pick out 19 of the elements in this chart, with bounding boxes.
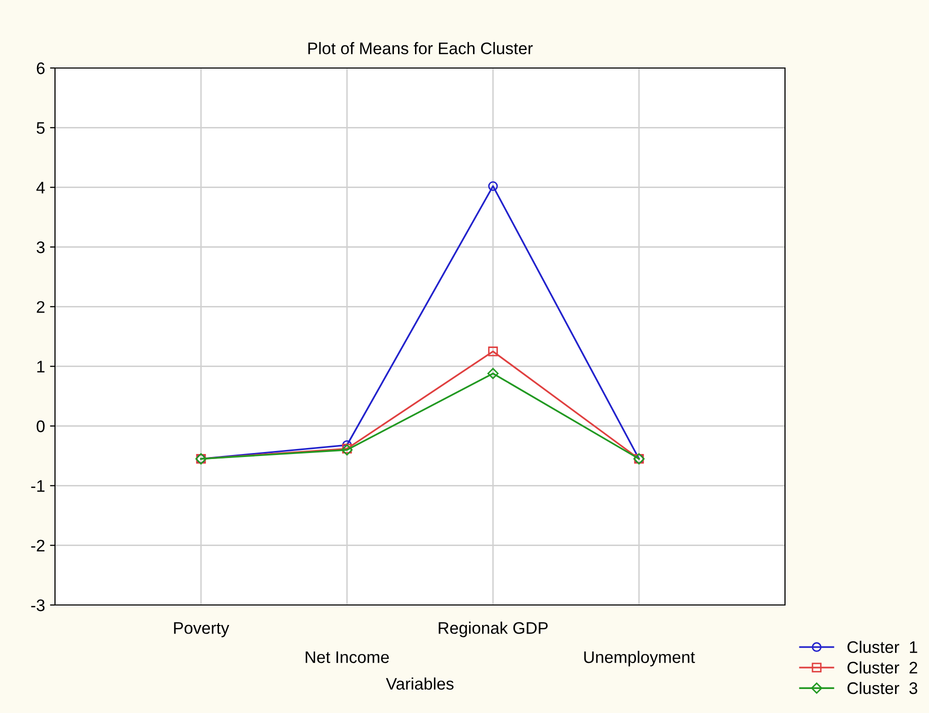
x-axis-title: Variables (386, 677, 454, 690)
y-tick-label: 3 (36, 241, 45, 254)
x-tick-label: Regionak GDP (438, 622, 548, 638)
y-tick-label: -1 (31, 480, 44, 492)
chart-title: Plot of Means for Each Cluster (308, 42, 533, 54)
x-tick-label: Net Income (306, 651, 389, 664)
legend-label: Cluster 3 (848, 682, 918, 694)
legend-label: Cluster 1 (848, 640, 918, 654)
legend-label: Cluster 2 (848, 661, 918, 674)
y-tick-label: 6 (36, 62, 45, 74)
y-tick-label: 1 (37, 360, 44, 372)
y-tick-label: -3 (31, 599, 45, 612)
x-tick-label: Poverty (174, 622, 230, 638)
y-tick-label: 4 (36, 182, 45, 194)
y-tick-label: 5 (36, 122, 45, 134)
y-tick-label: 2 (36, 301, 44, 313)
y-tick-label: 0 (36, 420, 45, 432)
y-tick-label: -2 (31, 540, 44, 552)
x-tick-label: Unemployment (584, 650, 695, 666)
